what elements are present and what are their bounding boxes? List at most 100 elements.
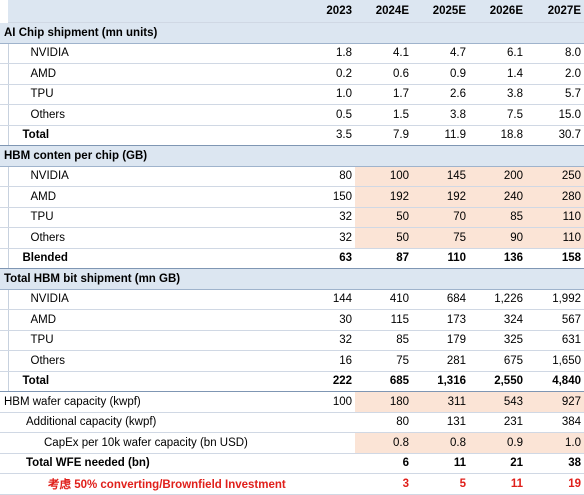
section-title: Total HBM bit shipment (mn GB) [0,269,298,290]
cell: 11 [469,474,526,495]
cell: 80 [355,412,412,433]
cell: 38 [526,453,584,474]
cell: 173 [412,310,469,331]
cell: 145 [412,166,469,187]
cell: 144 [298,289,355,310]
cell: 280 [526,187,584,208]
section-hbm-bit-shipment: Total HBM bit shipment (mn GB) [0,269,584,290]
cell: 324 [469,310,526,331]
cell: 87 [355,248,412,269]
cell: 1,226 [469,289,526,310]
row-label: AMD [8,187,298,208]
cell: 222 [298,371,355,392]
cell: 5 [412,474,469,495]
wafer-capacity-row: HBM wafer capacity (kwpf) 100 180 311 54… [0,392,584,413]
row-label: Others [8,105,298,126]
cell: 1,992 [526,289,584,310]
cell: 18.8 [469,125,526,146]
cell: 0.8 [412,433,469,454]
cell: 1.7 [355,84,412,105]
cell: 2.0 [526,64,584,85]
cell: 75 [355,351,412,372]
cell: 1.5 [355,105,412,126]
table-row: NVIDIA 144 410 684 1,226 1,992 [0,289,584,310]
cell: 180 [355,392,412,413]
cell: 21 [469,453,526,474]
cell: 15.0 [526,105,584,126]
cell: 30 [298,310,355,331]
cell: 0.9 [469,433,526,454]
cell: 0.5 [298,105,355,126]
cell: 110 [526,228,584,249]
cell: 179 [412,330,469,351]
cell: 115 [355,310,412,331]
year-2024e: 2024E [355,0,412,23]
table-row: AMD 30 115 173 324 567 [0,310,584,331]
cell: 0.2 [298,64,355,85]
row-label: CapEx per 10k wafer capacity (bn USD) [8,433,298,454]
cell: 11 [412,453,469,474]
year-2026e: 2026E [469,0,526,23]
cell: 3.5 [298,125,355,146]
section-title: AI Chip shipment (mn units) [0,23,298,44]
cell: 0.8 [355,433,412,454]
row-label: NVIDIA [8,289,298,310]
cell: 50 [355,228,412,249]
table-row: Others 16 75 281 675 1,650 [0,351,584,372]
table-row: TPU 1.0 1.7 2.6 3.8 5.7 [0,84,584,105]
row-label: NVIDIA [8,43,298,64]
row-label: NVIDIA [8,166,298,187]
cell: 70 [412,207,469,228]
cell: 110 [526,207,584,228]
cell: 5.7 [526,84,584,105]
cell: 11.9 [412,125,469,146]
cell: 50 [355,207,412,228]
cell: 4,840 [526,371,584,392]
row-label: Total WFE needed (bn) [8,453,298,474]
cell [298,474,355,495]
cell: 3 [355,474,412,495]
cell: 1.0 [298,84,355,105]
cell [298,412,355,433]
cell: 2.6 [412,84,469,105]
cell: 250 [526,166,584,187]
capex-row: CapEx per 10k wafer capacity (bn USD) 0.… [0,433,584,454]
cell: 410 [355,289,412,310]
total-row: Total 3.5 7.9 11.9 18.8 30.7 [0,125,584,146]
table-row: AMD 150 192 192 240 280 [0,187,584,208]
table-row: AMD 0.2 0.6 0.9 1.4 2.0 [0,64,584,85]
blended-row: Blended 63 87 110 136 158 [0,248,584,269]
row-label: TPU [8,84,298,105]
cell: 231 [469,412,526,433]
cell: 7.9 [355,125,412,146]
year-2023: 2023 [298,0,355,23]
cell: 100 [298,392,355,413]
cell: 8.0 [526,43,584,64]
cell: 192 [412,187,469,208]
row-label: Blended [8,248,298,269]
cell: 75 [412,228,469,249]
section-title: HBM conten per chip (GB) [0,146,298,167]
cell: 2,550 [469,371,526,392]
cell: 85 [355,330,412,351]
section-hbm-content: HBM conten per chip (GB) [0,146,584,167]
cell: 6 [355,453,412,474]
year-header-row: 2023 2024E 2025E 2026E 2027E [0,0,584,23]
row-label: TPU [8,207,298,228]
section-ai-chip-shipment: AI Chip shipment (mn units) [0,23,584,44]
cell: 4.7 [412,43,469,64]
cell: 150 [298,187,355,208]
cell: 240 [469,187,526,208]
cell: 32 [298,330,355,351]
cell: 4.1 [355,43,412,64]
cell [298,433,355,454]
cell: 325 [469,330,526,351]
table-row: TPU 32 85 179 325 631 [0,330,584,351]
cell: 110 [412,248,469,269]
cell: 685 [355,371,412,392]
cell: 100 [355,166,412,187]
cell: 19 [526,474,584,495]
cell: 90 [469,228,526,249]
table-row: Others 0.5 1.5 3.8 7.5 15.0 [0,105,584,126]
cell: 63 [298,248,355,269]
